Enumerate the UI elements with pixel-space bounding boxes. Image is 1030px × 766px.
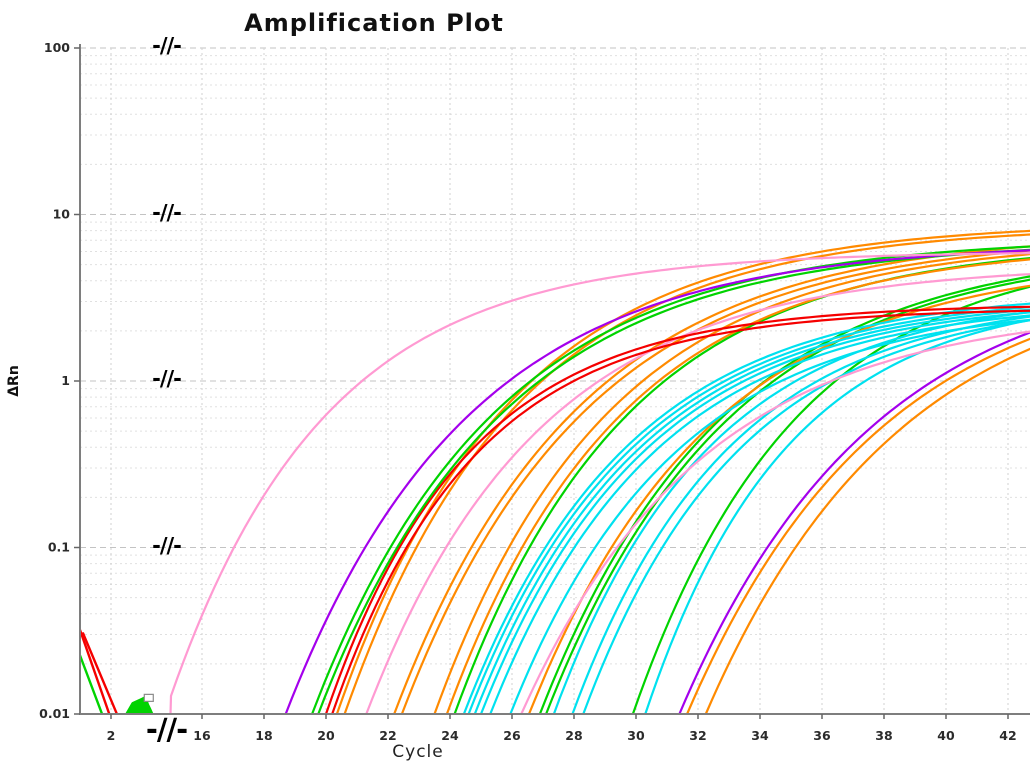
x-axis-title: Cycle [392,742,444,762]
gridlines-vertical [110,48,1009,714]
series-curve-orange-7 [527,284,1030,715]
series-curve-red-2 [331,309,1030,715]
axis-break-marker-gridline: -//- [152,200,182,224]
series-curve-orange-4 [400,249,1030,715]
axis-break-marker-x-axis: -//- [145,712,188,747]
series-curve-orange-6 [445,258,1030,715]
y-tick-label: 1 [61,373,70,388]
series-curve-purple-1 [284,249,1030,715]
series-curve-green-5 [545,278,1030,715]
series-curve-pink-2 [365,273,1030,715]
series-curve-cyan-10 [644,318,1030,715]
red-spike-1 [80,628,111,715]
series-curve-orange-2 [343,233,1030,715]
x-tick-label: 34 [751,728,769,743]
chart-title: Amplification Plot [244,9,504,37]
series-curve-purple-2 [678,331,1030,715]
x-tick-label: 38 [875,728,892,743]
x-tick-label: 32 [689,728,706,743]
series-curve-orange-8 [686,337,1030,715]
gridlines-minor [80,55,1030,665]
series-curve-orange-9 [704,347,1030,715]
series-curve-cyan-9 [582,319,1030,715]
series-curve-cyan-3 [473,308,1030,715]
x-tick-label: 22 [379,728,396,743]
x-tick-label: 36 [813,728,831,743]
x-tick-label: 18 [255,728,272,743]
x-tick-label: 26 [503,728,521,743]
red-spike-2 [81,632,119,715]
series-curve-pink-1 [169,252,1030,715]
x-tick-label: 24 [441,728,459,743]
green-spike [80,654,104,715]
series-curve-orange-5 [433,253,1030,715]
series-curve-pink-3 [520,330,1030,715]
series-curve-orange-1 [335,229,1030,715]
series-curve-green-6 [631,285,1030,715]
amplification-curves [169,229,1030,715]
scribble-marker-square [143,693,154,702]
x-tick-label: 30 [627,728,645,743]
series-curve-cyan-5 [489,314,1030,715]
series-curve-red-1 [324,305,1030,715]
x-tick-label: 20 [317,728,335,743]
baseline-artifacts [80,628,154,715]
y-tick-label: 0.1 [48,540,70,555]
axis-break-marker-gridline: -//- [152,533,182,557]
x-tick-label: 42 [999,728,1016,743]
axes: 100 10 1 0.1 0.01 2 16 18 20 22 24 26 28 30 32 34 36 38 40… [39,40,1030,743]
x-tick-label: 40 [937,728,955,743]
x-tick-label: 2 [107,728,116,743]
y-axis-title: ΔRn [6,365,22,397]
series-curve-cyan-2 [467,305,1030,715]
y-tick-label: 10 [53,207,71,222]
axis-break-marker-gridline: -//- [152,33,182,58]
axis-break-marker-gridline: -//- [152,366,182,391]
series-curve-cyan-6 [509,318,1030,715]
y-tick-label: 100 [44,40,70,55]
x-tick-label: 28 [565,728,582,743]
series-curve-cyan-4 [479,311,1030,715]
y-tick-label: 0.01 [39,706,70,721]
x-tick-label: 16 [193,728,211,743]
series-curve-green-4 [538,275,1030,715]
